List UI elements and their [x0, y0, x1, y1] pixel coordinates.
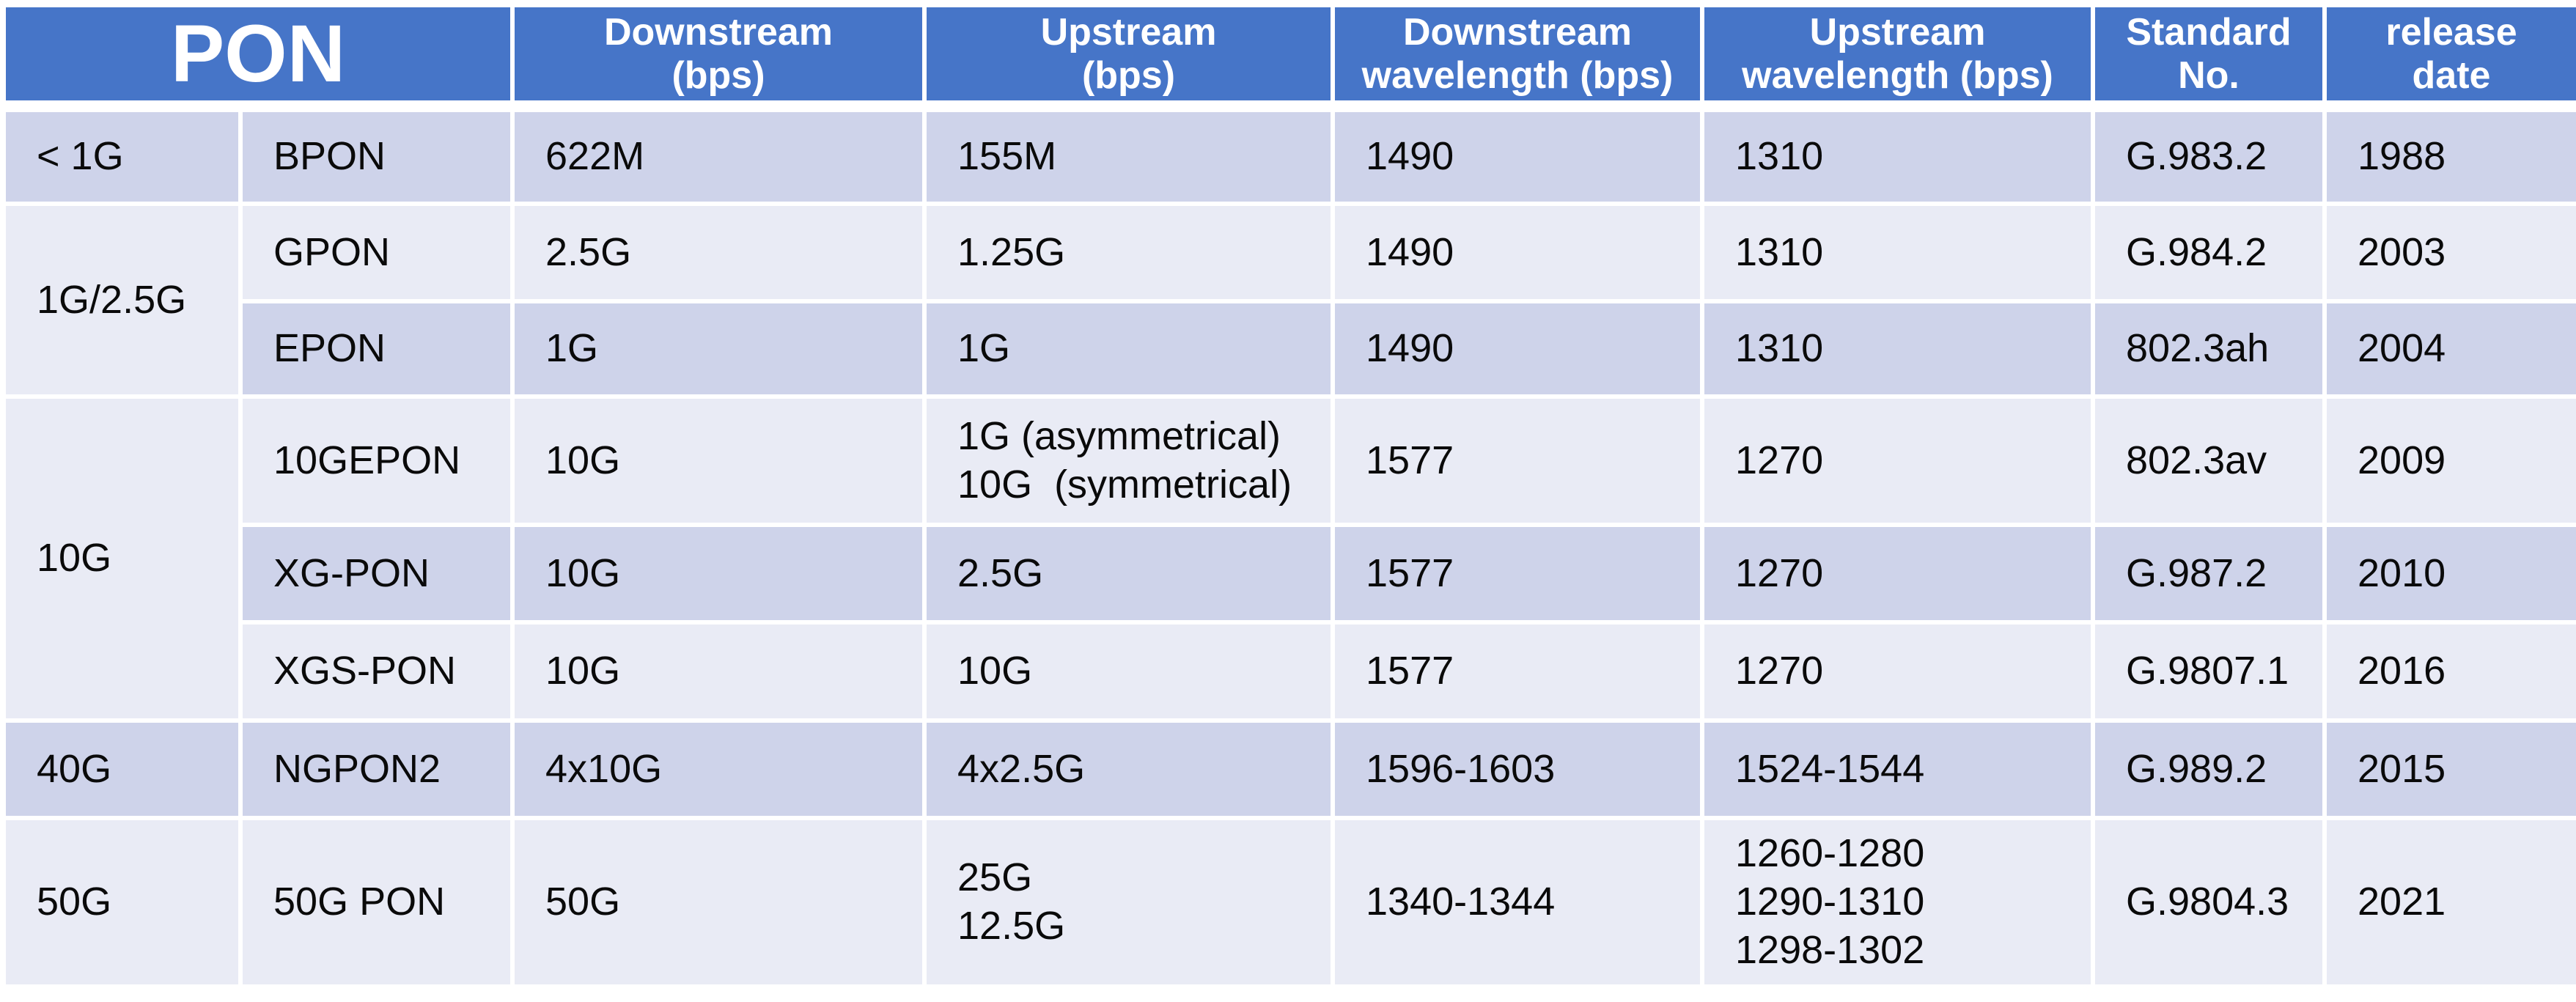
downstream-wavelength-cell: 1577	[1331, 394, 1704, 527]
upstream-wavelength-cell: 1270	[1700, 620, 2095, 723]
upstream-wavelength-cell: 1270	[1700, 523, 2095, 625]
release-date-cell: 2010	[2322, 523, 2576, 625]
release-date-cell: 2009	[2322, 394, 2576, 527]
downstream-wavelength-cell: 1490	[1331, 104, 1704, 206]
row-ngpon2: 40G NGPON2 4x10G 4x2.5G 1596-1603 1524-1…	[1, 718, 2576, 820]
header-release-date: release date	[2322, 3, 2576, 112]
row-xg-pon: XG-PON 10G 2.5G 1577 1270 G.987.2 2010	[4, 523, 2576, 625]
upstream-cell: 1G	[922, 299, 1335, 399]
group-cell: < 1G	[1, 104, 243, 206]
release-date-cell: 2004	[2322, 299, 2576, 399]
upstream-wavelength-cell: 1310	[1700, 104, 2095, 206]
upstream-cell: 155M	[922, 104, 1335, 206]
group-cell: 1G/2.5G	[1, 202, 243, 399]
upstream-cell: 1.25G	[922, 202, 1335, 303]
standard-cell: G.984.2	[2091, 202, 2327, 303]
standard-cell: G.983.2	[2091, 104, 2327, 206]
row-50g-pon: 50G 50G PON 50G 25G 12.5G 1340-1344 1260…	[1, 816, 2576, 989]
header-downstream-wavelength: Downstream wavelength (bps)	[1331, 3, 1704, 112]
downstream-wavelength-cell: 1490	[1331, 202, 1704, 303]
upstream-wavelength-cell: 1260-1280 1290-1310 1298-1302	[1700, 816, 2095, 989]
header-downstream-bps: Downstream (bps)	[510, 3, 927, 112]
downstream-cell: 10G	[510, 523, 927, 625]
row-bpon: < 1G BPON 622M 155M 1490 1310 G.983.2 19…	[1, 104, 2576, 206]
downstream-wavelength-cell: 1340-1344	[1331, 816, 1704, 989]
release-date-cell: 2021	[2322, 816, 2576, 989]
row-gpon: 1G/2.5G GPON 2.5G 1.25G 1490 1310 G.984.…	[1, 202, 2576, 399]
pon-name-cell: BPON	[238, 104, 515, 206]
row-xgs-pon: XGS-PON 10G 10G 1577 1270 G.9807.1 2016	[4, 620, 2576, 723]
downstream-wavelength-cell: 1577	[1331, 620, 1704, 723]
upstream-cell: 10G	[922, 620, 1335, 723]
standard-cell: G.9807.1	[2091, 620, 2327, 723]
standard-cell: G.9804.3	[2091, 816, 2327, 989]
group-cell: 40G	[1, 718, 243, 820]
release-date-cell: 1988	[2322, 104, 2576, 206]
upstream-wavelength-cell: 1310	[1700, 299, 2095, 399]
downstream-cell: 4x10G	[510, 718, 927, 820]
pon-name-cell: GPON	[238, 202, 515, 303]
release-date-cell: 2016	[2322, 620, 2576, 723]
downstream-cell: 622M	[510, 104, 927, 206]
standard-cell: 802.3ah	[2091, 299, 2327, 399]
downstream-cell: 10G	[510, 394, 927, 527]
header-upstream-wavelength: Upstream wavelength (bps)	[1700, 3, 2095, 112]
pon-name-cell: NGPON2	[238, 718, 515, 820]
standard-cell: G.987.2	[2091, 523, 2327, 625]
release-date-cell: 2003	[2322, 202, 2576, 303]
row-epon: EPON 1G 1G 1490 1310 802.3ah 2004	[4, 299, 2576, 399]
header-standard-no: Standard No.	[2091, 3, 2327, 112]
downstream-wavelength-cell: 1596-1603	[1331, 718, 1704, 820]
header-pon: PON	[1, 3, 515, 112]
row-10gepon: 10G 10GEPON 10G 1G (asymmetrical) 10G (s…	[1, 394, 2576, 723]
downstream-cell: 10G	[510, 620, 927, 723]
downstream-cell: 50G	[510, 816, 927, 989]
standard-cell: 802.3av	[2091, 394, 2327, 527]
downstream-cell: 2.5G	[510, 202, 927, 303]
upstream-wavelength-cell: 1310	[1700, 202, 2095, 303]
pon-name-cell: XG-PON	[238, 523, 515, 625]
group-cell: 50G	[1, 816, 243, 989]
upstream-cell: 4x2.5G	[922, 718, 1335, 820]
header-upstream-bps: Upstream (bps)	[922, 3, 1335, 112]
upstream-cell: 1G (asymmetrical) 10G (symmetrical)	[922, 394, 1335, 527]
upstream-wavelength-cell: 1524-1544	[1700, 718, 2095, 820]
downstream-wavelength-cell: 1490	[1331, 299, 1704, 399]
pon-name-cell: 10GEPON	[238, 394, 515, 527]
downstream-wavelength-cell: 1577	[1331, 523, 1704, 625]
upstream-cell: 25G 12.5G	[922, 816, 1335, 989]
upstream-cell: 2.5G	[922, 523, 1335, 625]
upstream-wavelength-cell: 1270	[1700, 394, 2095, 527]
downstream-cell: 1G	[510, 299, 927, 399]
release-date-cell: 2015	[2322, 718, 2576, 820]
pon-name-cell: EPON	[238, 299, 515, 399]
standard-cell: G.989.2	[2091, 718, 2327, 820]
pon-name-cell: 50G PON	[238, 816, 515, 989]
table-header-row: PON Downstream (bps) Upstream (bps) Down…	[1, 3, 2576, 112]
pon-name-cell: XGS-PON	[238, 620, 515, 723]
pon-standards-table: PON Downstream (bps) Upstream (bps) Down…	[1, 3, 2576, 989]
group-cell: 10G	[1, 394, 243, 723]
